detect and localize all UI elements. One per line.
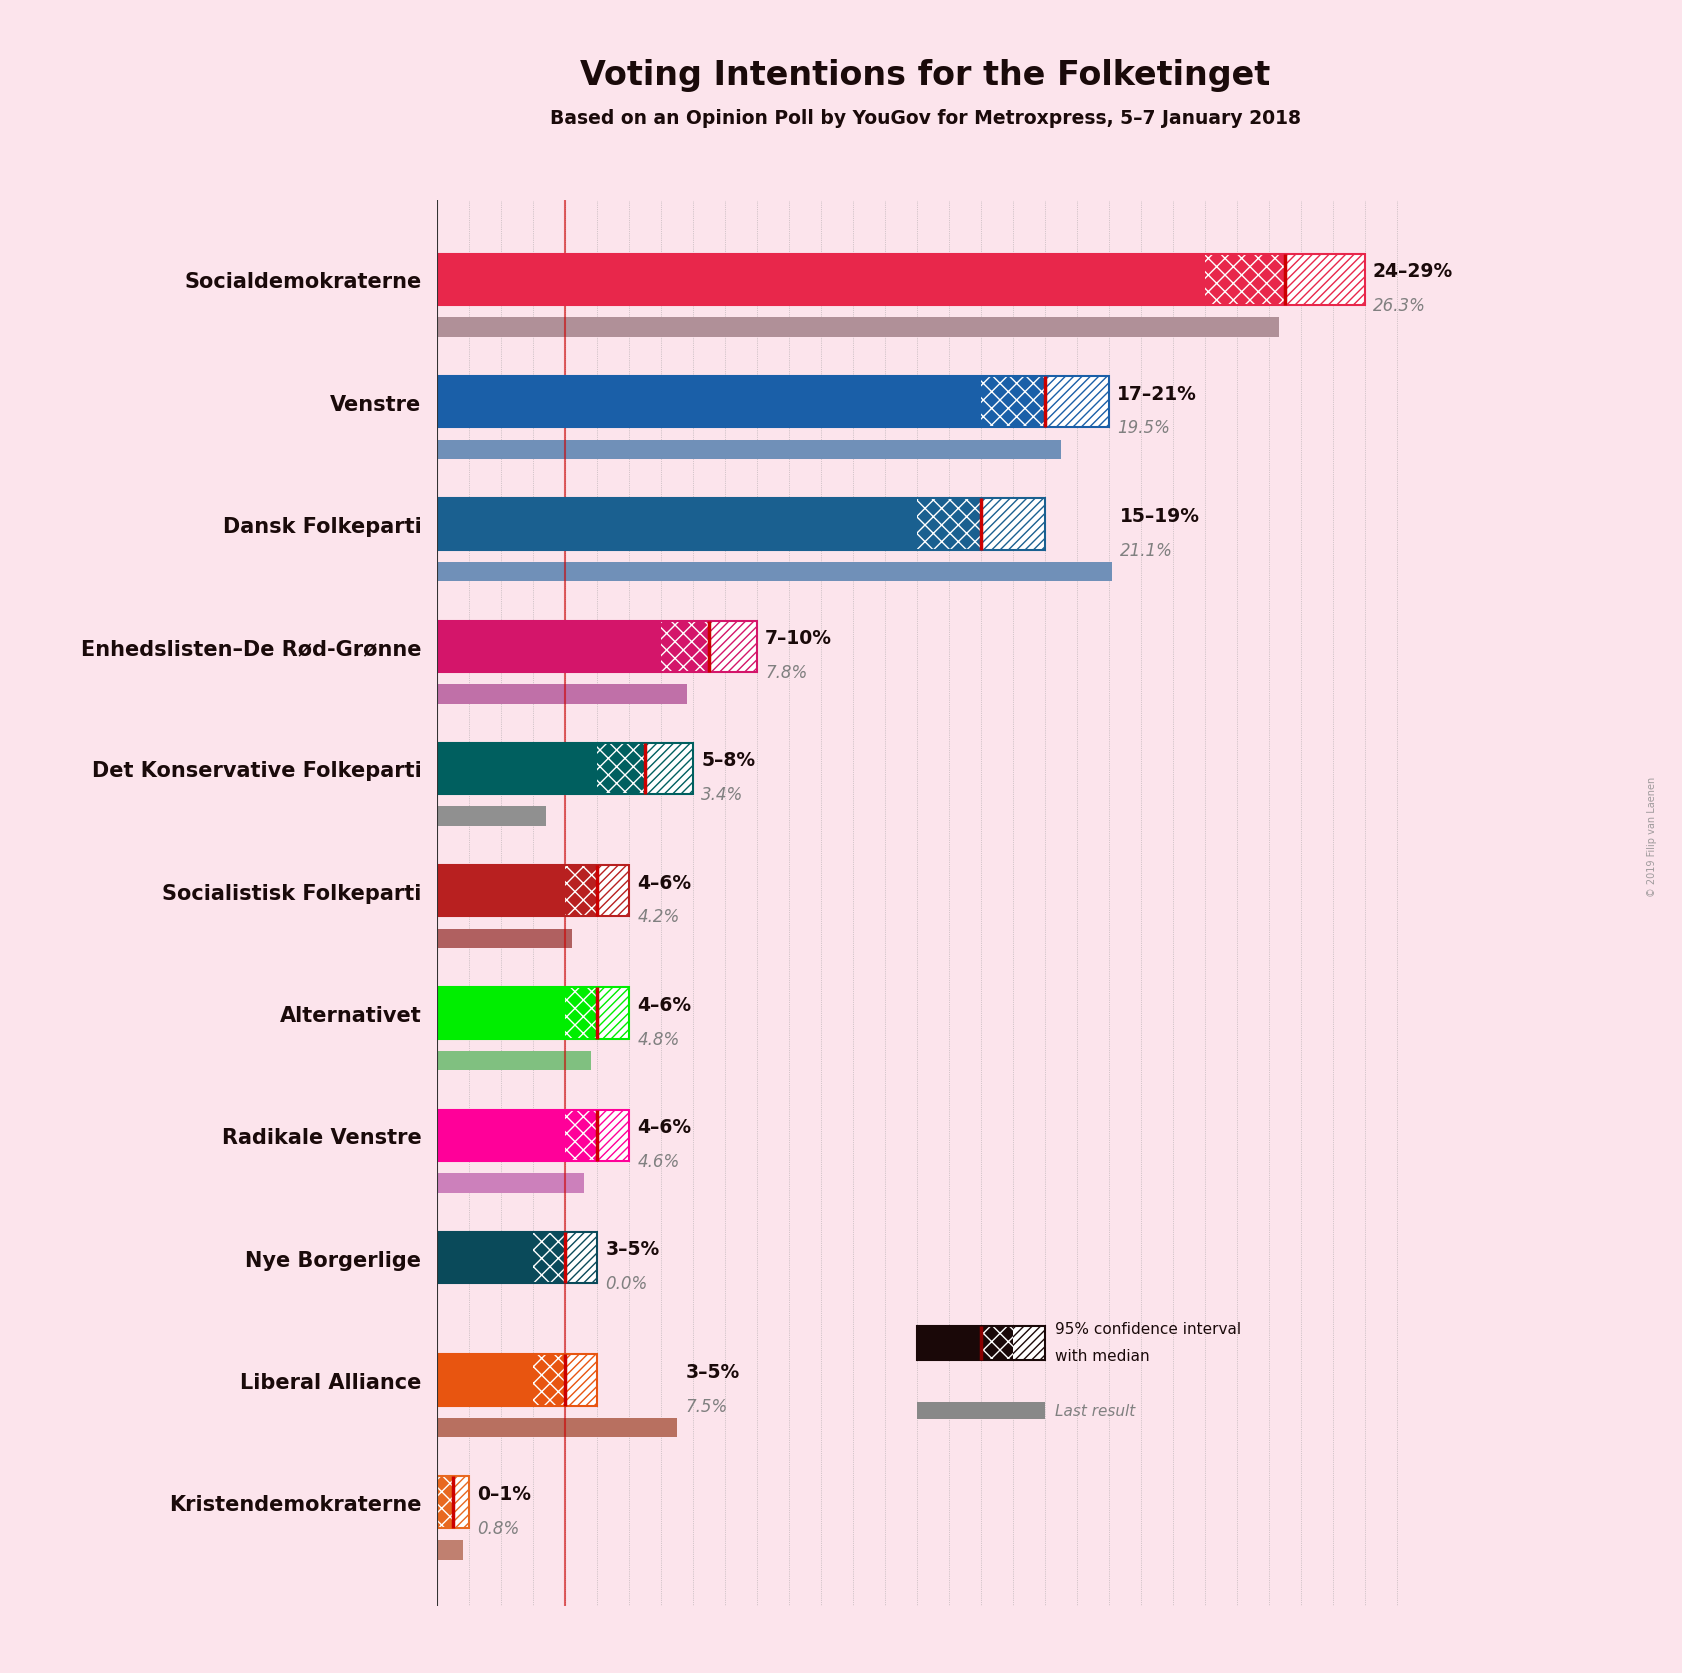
Bar [437, 1355, 533, 1405]
Text: Voting Intentions for the Folketinget: Voting Intentions for the Folketinget [580, 59, 1270, 92]
Text: 7.5%: 7.5% [685, 1397, 727, 1415]
Bar [437, 254, 1204, 306]
Bar [437, 1477, 469, 1527]
Text: © 2019 Filip van Laenen: © 2019 Filip van Laenen [1647, 776, 1657, 897]
Text: 0.0%: 0.0% [606, 1275, 648, 1293]
Text: 4–6%: 4–6% [637, 1118, 691, 1136]
Bar [917, 1402, 1045, 1419]
Bar [1013, 1327, 1045, 1360]
Bar [437, 376, 981, 428]
Bar [565, 1231, 597, 1283]
Text: 19.5%: 19.5% [1117, 418, 1171, 437]
Bar [597, 743, 646, 795]
Bar [917, 499, 981, 550]
Text: with median: with median [1055, 1348, 1149, 1363]
Bar [1204, 254, 1285, 306]
Bar [565, 987, 597, 1039]
Bar [437, 684, 686, 704]
Text: 7–10%: 7–10% [765, 629, 833, 647]
Bar [437, 1173, 584, 1193]
Bar [597, 865, 629, 917]
Bar [597, 987, 629, 1039]
Text: 4–6%: 4–6% [637, 873, 691, 892]
Bar [437, 1109, 629, 1161]
Bar [437, 318, 1278, 338]
Bar [454, 1477, 469, 1527]
Bar [565, 865, 597, 917]
Text: 26.3%: 26.3% [1373, 296, 1426, 315]
Bar [981, 376, 1045, 428]
Bar [437, 1541, 463, 1559]
Bar [981, 499, 1045, 550]
Bar [437, 254, 1364, 306]
Bar [917, 1327, 1045, 1360]
Bar [565, 1355, 597, 1405]
Bar [437, 987, 565, 1039]
Text: Based on an Opinion Poll by YouGov for Metroxpress, 5–7 January 2018: Based on an Opinion Poll by YouGov for M… [550, 109, 1300, 127]
Bar [533, 1231, 565, 1283]
Bar [710, 621, 757, 673]
Bar [565, 1109, 597, 1161]
Text: 17–21%: 17–21% [1117, 385, 1198, 403]
Text: 3–5%: 3–5% [606, 1240, 659, 1258]
Bar [437, 1419, 678, 1437]
Text: 4.2%: 4.2% [637, 908, 680, 925]
Bar [437, 499, 1045, 550]
Bar [437, 806, 547, 826]
Text: 3–5%: 3–5% [685, 1362, 740, 1380]
Bar [981, 1327, 1013, 1360]
Bar [1045, 376, 1108, 428]
Bar [533, 1355, 565, 1405]
Text: 3.4%: 3.4% [701, 786, 743, 803]
Bar [437, 743, 597, 795]
Text: 95% confidence interval: 95% confidence interval [1055, 1322, 1241, 1337]
Bar [597, 1109, 629, 1161]
Text: 0.8%: 0.8% [478, 1519, 520, 1537]
Bar [437, 1231, 533, 1283]
Text: 4.8%: 4.8% [637, 1031, 680, 1047]
Bar [1285, 254, 1364, 306]
Bar [437, 440, 1061, 460]
Text: 4.6%: 4.6% [637, 1153, 680, 1169]
Bar [437, 1355, 597, 1405]
Text: 0–1%: 0–1% [478, 1484, 532, 1502]
Text: 24–29%: 24–29% [1373, 263, 1453, 281]
Bar [437, 621, 757, 673]
Text: 21.1%: 21.1% [1120, 542, 1172, 559]
Bar [437, 1109, 565, 1161]
Bar [437, 621, 661, 673]
Text: 5–8%: 5–8% [701, 751, 755, 770]
Text: 15–19%: 15–19% [1120, 507, 1201, 525]
Bar [437, 865, 565, 917]
Bar [646, 743, 693, 795]
Bar [437, 743, 693, 795]
Bar [661, 621, 710, 673]
Bar [437, 499, 917, 550]
Bar [917, 1327, 981, 1360]
Text: 4–6%: 4–6% [637, 995, 691, 1014]
Bar [437, 987, 629, 1039]
Text: Last result: Last result [1055, 1404, 1135, 1419]
Text: 7.8%: 7.8% [765, 664, 807, 681]
Bar [437, 1231, 597, 1283]
Bar [437, 1051, 590, 1071]
Bar [437, 562, 1112, 582]
Bar [437, 865, 629, 917]
Bar [437, 1477, 454, 1527]
Bar [437, 929, 572, 949]
Bar [437, 376, 1108, 428]
